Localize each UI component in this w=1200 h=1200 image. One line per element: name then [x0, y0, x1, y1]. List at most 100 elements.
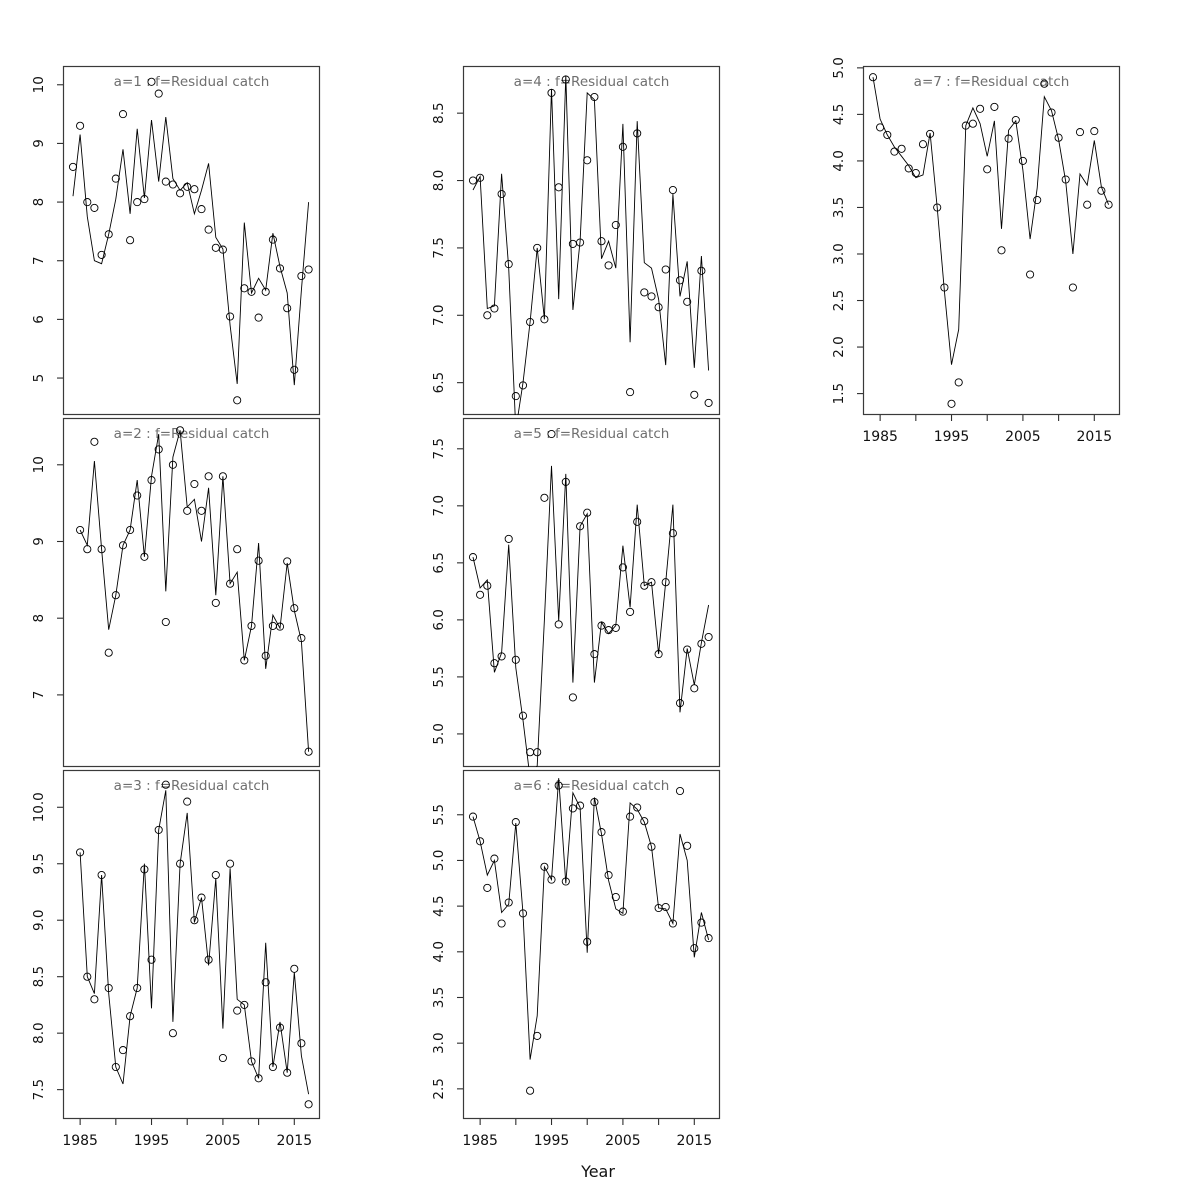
- observed-point: [1018, 156, 1027, 165]
- observed-point: [526, 748, 535, 757]
- observed-point: [468, 553, 478, 562]
- y-axis-tick-label: 4.0: [431, 941, 447, 962]
- observed-point: [261, 287, 270, 296]
- observed-point: [140, 865, 149, 874]
- observed-point: [211, 870, 220, 880]
- observed-point: [897, 144, 906, 153]
- observed-point: [968, 119, 977, 128]
- observed-point: [647, 842, 656, 851]
- observed-point: [240, 284, 249, 293]
- observed-point: [133, 983, 142, 993]
- panel-a6: a=6 : f=Residual catch 2.5 3.0 3.5 4.0 4.5 5.0…: [431, 769, 721, 1149]
- observed-point: [118, 1046, 128, 1055]
- y-axis-tick-label: 5.0: [831, 57, 847, 78]
- observed-point: [547, 429, 556, 439]
- observed-point: [140, 552, 149, 561]
- observed-point: [576, 238, 585, 247]
- observed-point: [126, 236, 135, 245]
- observed-point: [118, 110, 128, 119]
- panel-a3: a=3 : f=Residual catch 7.5 8.0 8.5 9.0 9.5 10.…: [31, 769, 321, 1149]
- observed-point: [947, 399, 956, 408]
- observed-point: [1061, 175, 1070, 184]
- observed-point: [697, 639, 706, 648]
- observed-point: [618, 142, 627, 151]
- y-axis-tick-label: 4.5: [431, 895, 447, 916]
- observed-point: [668, 185, 677, 195]
- panel-title: a=2 : f=Residual catch: [114, 426, 270, 442]
- observed-point: [126, 1012, 135, 1021]
- observed-point: [661, 265, 670, 274]
- panel-border: [462, 417, 721, 768]
- x-axis-tick-label: 2005: [605, 1133, 641, 1149]
- observed-point: [640, 288, 649, 297]
- x-axis-title: Year: [581, 1162, 615, 1181]
- observed-point: [1033, 195, 1042, 205]
- panel-border: [462, 769, 721, 1120]
- observed-point: [297, 634, 306, 643]
- observed-point: [683, 297, 692, 306]
- y-axis-tick-label: 7.5: [431, 438, 447, 459]
- observed-point: [183, 797, 192, 806]
- panel-plot-area: [468, 429, 713, 767]
- panel-plot-area: [76, 426, 313, 756]
- observed-point: [190, 185, 199, 194]
- observed-point: [226, 312, 235, 321]
- panel-title: a=4 : f=Residual catch: [514, 74, 670, 90]
- observed-point: [118, 541, 128, 550]
- observed-point: [211, 598, 220, 607]
- observed-point: [568, 239, 577, 248]
- y-axis-tick-label: 2.0: [831, 336, 847, 357]
- observed-point: [290, 964, 299, 973]
- fitted-line: [72, 116, 310, 386]
- y-axis-tick-label: 8.0: [31, 1022, 47, 1043]
- panel-plot-area: [468, 75, 713, 415]
- observed-point: [604, 261, 613, 270]
- y-axis-tick-label: 7.5: [31, 1079, 47, 1100]
- x-axis-tick-label: 2015: [276, 1133, 312, 1149]
- observed-point: [104, 983, 113, 993]
- y-axis-tick-label: 2.5: [831, 290, 847, 311]
- observed-point: [76, 848, 85, 857]
- observed-point: [283, 557, 292, 566]
- observed-point: [176, 426, 185, 435]
- y-axis-tick-label: 5: [31, 374, 47, 383]
- observed-point: [268, 1062, 277, 1072]
- observed-point: [290, 365, 299, 374]
- observed-point: [654, 650, 663, 659]
- fitted-line: [472, 465, 710, 767]
- observed-point: [83, 198, 92, 207]
- panel-border: [462, 65, 721, 416]
- observed-point: [583, 937, 592, 946]
- observed-point: [168, 1029, 177, 1038]
- observed-point: [218, 245, 227, 254]
- observed-point: [597, 237, 606, 246]
- observed-point: [275, 1023, 285, 1032]
- observed-point: [190, 479, 199, 489]
- x-axis-tick-label: 1995: [934, 429, 970, 445]
- observed-point: [76, 121, 85, 130]
- y-axis-tick-label: 9: [31, 139, 47, 148]
- y-axis-tick-label: 7: [31, 256, 47, 265]
- observed-point: [618, 563, 627, 572]
- observed-point: [675, 699, 685, 708]
- observed-point: [911, 168, 920, 178]
- x-axis-tick-label: 1985: [462, 1133, 498, 1149]
- observed-point: [704, 632, 713, 642]
- observed-point: [147, 955, 156, 964]
- observed-point: [268, 621, 277, 630]
- observed-point: [883, 130, 892, 139]
- observed-point: [304, 747, 313, 756]
- panel-plot-area: [76, 780, 313, 1109]
- panel-title: a=7 : f=Residual catch: [914, 74, 1070, 90]
- observed-point: [511, 818, 520, 827]
- observed-point: [626, 607, 635, 616]
- observed-point: [583, 156, 592, 165]
- observed-point: [1104, 200, 1113, 209]
- observed-point: [690, 390, 699, 399]
- observed-point: [561, 477, 570, 486]
- y-axis-tick-label: 8: [31, 614, 47, 623]
- observed-point: [204, 955, 213, 964]
- observed-point: [540, 315, 549, 324]
- fitted-line: [79, 790, 310, 1095]
